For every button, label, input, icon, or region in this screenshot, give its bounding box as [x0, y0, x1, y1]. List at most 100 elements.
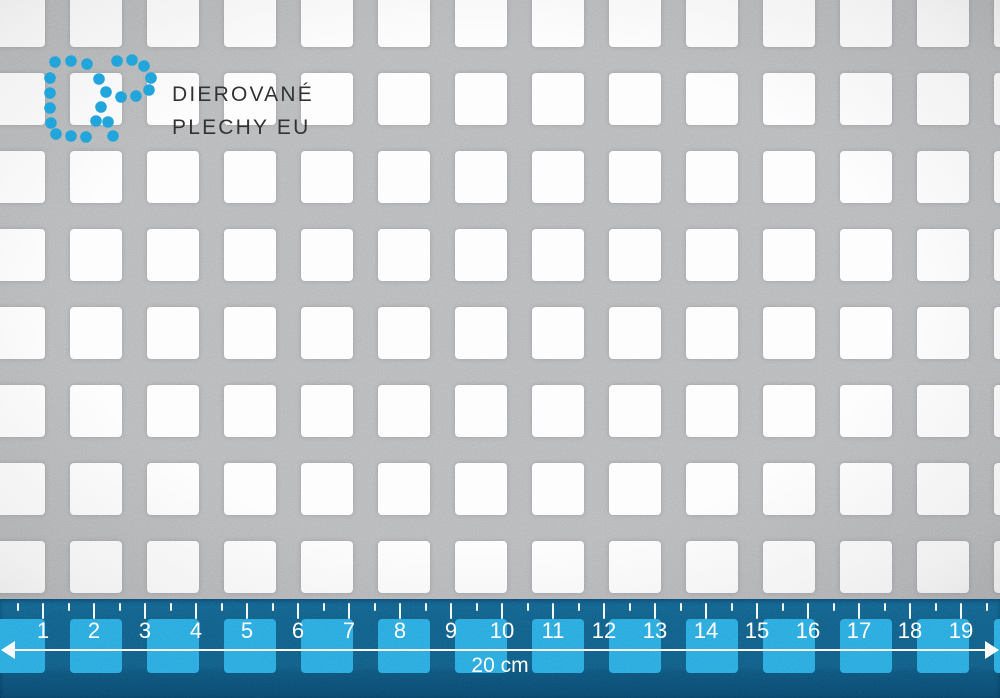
ruler-tick-major	[297, 603, 299, 619]
hole-square	[378, 0, 430, 47]
hole-square	[609, 385, 661, 437]
hole-square	[840, 73, 892, 125]
hole-square	[609, 463, 661, 515]
hole-square	[763, 151, 815, 203]
logo-dot	[44, 102, 56, 114]
logo-dot	[80, 131, 92, 143]
ruler-tick-major	[399, 603, 401, 619]
logo-dot	[90, 115, 102, 127]
brand-name-line2: PLECHY EU	[172, 116, 311, 139]
hole-square	[686, 229, 738, 281]
ruler-tick-major	[654, 603, 656, 619]
ruler-number: 4	[189, 618, 203, 643]
hole-square	[70, 463, 122, 515]
hole-square	[0, 541, 45, 593]
ruler-number: 17	[846, 618, 872, 643]
hole-square	[301, 385, 353, 437]
dp-dot-logo-icon	[44, 54, 157, 143]
ruler-number: 8	[393, 618, 407, 643]
hole-square	[301, 229, 353, 281]
logo-dot	[145, 72, 157, 84]
hole-square	[0, 307, 45, 359]
logo-dot	[93, 73, 105, 85]
arrow-left-icon	[1, 641, 15, 659]
hole-square	[840, 385, 892, 437]
hole-square	[917, 463, 969, 515]
brand-name: DIEROVANÉ PLECHY EU	[172, 78, 314, 144]
hole-square	[917, 385, 969, 437]
hole-square	[994, 385, 1000, 437]
ruler-number: 19	[948, 618, 974, 643]
hole-square	[763, 307, 815, 359]
hole-square	[609, 73, 661, 125]
logo-dot	[50, 128, 62, 140]
hole-square	[763, 229, 815, 281]
hole-square	[917, 229, 969, 281]
ruler-tick-minor	[985, 603, 988, 611]
brand-name-line1: DIEROVANÉ	[172, 83, 314, 106]
ruler-tick-major	[909, 603, 911, 619]
ruler-tick-minor	[322, 603, 325, 611]
hole-square	[70, 541, 122, 593]
ruler-number: 3	[138, 618, 152, 643]
hole-square	[455, 385, 507, 437]
hole-square	[532, 151, 584, 203]
hole-square	[763, 0, 815, 47]
ruler-tick-major	[501, 603, 503, 619]
hole-square	[378, 229, 430, 281]
ruler-tick-minor	[169, 603, 172, 611]
hole-square	[378, 541, 430, 593]
hole-square	[224, 151, 276, 203]
logo-dot	[44, 87, 56, 99]
logo-dot	[102, 116, 114, 128]
ruler-tick-major	[552, 603, 554, 619]
ruler-number: 5	[240, 618, 254, 643]
hole-square	[301, 151, 353, 203]
hole-square	[0, 151, 45, 203]
logo-dot	[115, 91, 127, 103]
ruler-tick-minor	[118, 603, 121, 611]
hole-square	[532, 229, 584, 281]
logo-dot	[138, 60, 150, 72]
hole-square	[994, 541, 1000, 593]
ruler-tick-minor	[628, 603, 631, 611]
hole-square	[840, 463, 892, 515]
hole-square	[609, 229, 661, 281]
hole-square	[917, 73, 969, 125]
hole-square	[686, 307, 738, 359]
ruler-tick-minor	[373, 603, 376, 611]
hole-square	[378, 73, 430, 125]
hole-square	[686, 73, 738, 125]
hole-square	[147, 307, 199, 359]
ruler-number: 6	[291, 618, 305, 643]
hole-square	[840, 541, 892, 593]
ruler-tick-major	[705, 603, 707, 619]
hole-square	[147, 463, 199, 515]
hole-square	[763, 385, 815, 437]
hole-square	[301, 541, 353, 593]
hole-square	[224, 463, 276, 515]
ruler-number: 16	[795, 618, 821, 643]
hole-square	[532, 0, 584, 47]
hole-square	[532, 73, 584, 125]
ruler-tick-minor	[475, 603, 478, 611]
ruler-tick-major	[42, 603, 44, 619]
arrow-right-icon	[985, 641, 999, 659]
hole-square	[70, 307, 122, 359]
hole-square	[147, 541, 199, 593]
hole-square	[147, 151, 199, 203]
hole-square	[224, 229, 276, 281]
hole-square	[840, 0, 892, 47]
ruler-number: 2	[87, 618, 101, 643]
hole-square	[840, 307, 892, 359]
hole-square	[917, 151, 969, 203]
hole-square	[532, 307, 584, 359]
hole-square	[994, 151, 1000, 203]
hole-square	[763, 541, 815, 593]
hole-square	[455, 229, 507, 281]
hole-square	[686, 385, 738, 437]
hole-square	[994, 463, 1000, 515]
hole-square	[532, 463, 584, 515]
ruler-tick-minor	[271, 603, 274, 611]
